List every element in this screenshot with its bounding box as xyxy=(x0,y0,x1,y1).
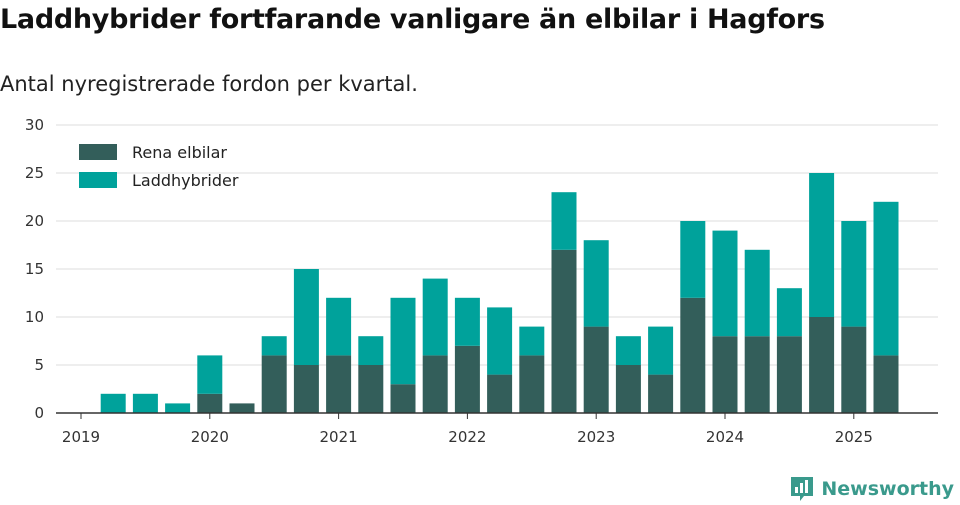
newsworthy-brand: Newsworthy xyxy=(789,474,954,504)
chart-subtitle: Antal nyregistrerade fordon per kvartal. xyxy=(0,72,418,96)
bar-segment-rena-elbilar xyxy=(326,355,352,413)
y-tick-label: 20 xyxy=(25,212,44,230)
legend-label: Rena elbilar xyxy=(132,143,227,162)
legend-label: Laddhybrider xyxy=(132,171,239,190)
bar-segment-laddhybrider xyxy=(100,393,126,413)
bar-segment-rena-elbilar xyxy=(809,317,835,413)
bar-segment-laddhybrider xyxy=(422,278,448,356)
bar-segment-rena-elbilar xyxy=(293,365,319,413)
x-tick-label: 2020 xyxy=(191,428,229,446)
x-tick-label: 2023 xyxy=(577,428,615,446)
y-tick-label: 25 xyxy=(25,164,44,182)
x-tick-label: 2024 xyxy=(706,428,744,446)
bar-segment-laddhybrider xyxy=(841,221,867,327)
bar-segment-laddhybrider xyxy=(293,269,319,365)
bar-segment-rena-elbilar xyxy=(422,355,448,413)
bar-segment-laddhybrider xyxy=(197,355,223,394)
legend-swatch xyxy=(79,172,117,188)
bar-segment-rena-elbilar xyxy=(551,249,577,413)
bar-segment-rena-elbilar xyxy=(744,336,770,413)
bar-segment-rena-elbilar xyxy=(358,365,384,413)
bar-segment-rena-elbilar xyxy=(648,374,674,413)
bar-segment-rena-elbilar xyxy=(519,355,545,413)
newsworthy-logo-icon xyxy=(791,477,814,501)
bar-segment-laddhybrider xyxy=(358,336,384,365)
y-tick-label: 10 xyxy=(25,308,44,326)
brand-name: Newsworthy xyxy=(821,478,954,500)
bar-segment-rena-elbilar xyxy=(390,384,416,413)
y-tick-label: 15 xyxy=(25,260,44,278)
bar-segment-rena-elbilar xyxy=(776,336,802,413)
bar-segment-laddhybrider xyxy=(680,221,706,298)
bar-segment-laddhybrider xyxy=(454,297,480,346)
bar-segment-laddhybrider xyxy=(519,326,545,356)
y-tick-label: 30 xyxy=(25,116,44,134)
bar-segment-laddhybrider xyxy=(712,230,738,337)
bar-segment-laddhybrider xyxy=(583,240,609,327)
x-tick-label: 2021 xyxy=(320,428,358,446)
bar-segment-rena-elbilar xyxy=(229,403,255,413)
bar-segment-rena-elbilar xyxy=(615,365,641,413)
bar-segment-rena-elbilar xyxy=(454,345,480,413)
bar-segment-rena-elbilar xyxy=(583,326,609,413)
y-tick-label: 0 xyxy=(34,404,44,422)
bar-segment-laddhybrider xyxy=(132,393,158,413)
bar-segment-laddhybrider xyxy=(744,249,770,337)
bar-segment-rena-elbilar xyxy=(680,297,706,413)
bar-segment-laddhybrider xyxy=(487,307,513,375)
bar-segment-laddhybrider xyxy=(165,403,191,413)
bar-segment-rena-elbilar xyxy=(487,374,513,413)
bar-segment-rena-elbilar xyxy=(712,336,738,413)
bar-segment-rena-elbilar xyxy=(841,326,867,413)
bar-segment-laddhybrider xyxy=(551,192,577,250)
x-tick-label: 2025 xyxy=(835,428,873,446)
bar-segment-laddhybrider xyxy=(261,336,287,356)
x-tick-label: 2019 xyxy=(62,428,100,446)
bar-segment-rena-elbilar xyxy=(197,393,223,413)
y-tick-label: 5 xyxy=(34,356,44,374)
bar-segment-rena-elbilar xyxy=(261,355,287,413)
bar-segment-laddhybrider xyxy=(326,297,352,356)
bar-segment-laddhybrider xyxy=(873,201,899,356)
chart-title: Laddhybrider fortfarande vanligare än el… xyxy=(0,4,825,35)
x-tick-label: 2022 xyxy=(448,428,486,446)
bar-segment-laddhybrider xyxy=(615,336,641,365)
bar-segment-rena-elbilar xyxy=(873,355,899,413)
bar-segment-laddhybrider xyxy=(809,173,835,317)
bar-segment-laddhybrider xyxy=(390,297,416,385)
legend-swatch xyxy=(79,144,117,160)
bar-segment-laddhybrider xyxy=(648,326,674,375)
bar-segment-laddhybrider xyxy=(776,288,802,337)
